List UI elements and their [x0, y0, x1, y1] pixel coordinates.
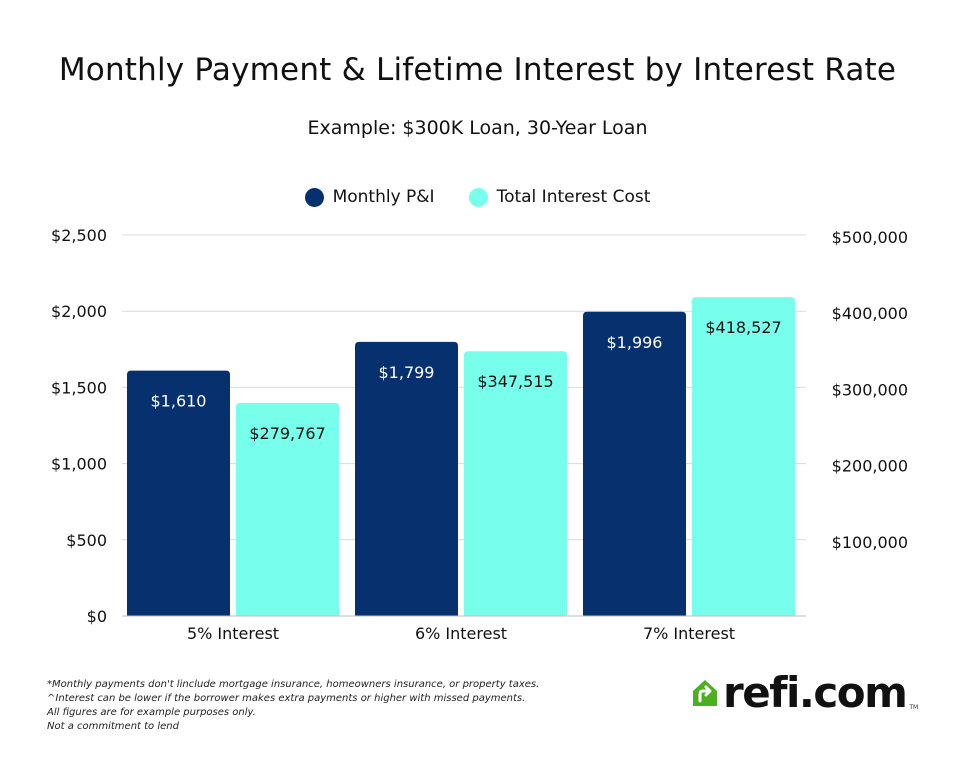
legend-item-monthly: Monthly P&I [304, 187, 435, 207]
bar-interest [236, 402, 339, 616]
bar-data-label: $1,610 [151, 392, 207, 411]
bar-data-label: $1,996 [607, 333, 663, 352]
bar-monthly [583, 311, 686, 616]
x-tick-label: 5% Interest [187, 624, 279, 643]
footnote-4: Not a commitment to lend [47, 721, 179, 732]
bar-data-label: $279,767 [249, 424, 325, 443]
legend-swatch-monthly [304, 187, 324, 207]
y-left-tick-label: $1,500 [51, 378, 107, 397]
y-left-tick-label: $2,500 [51, 226, 107, 245]
y-right-tick-label: $300,000 [832, 380, 908, 399]
footnote-2: ^Interest can be lower if the borrower m… [47, 693, 526, 704]
house-arrow-icon [693, 680, 717, 706]
y-right-tick-label: $200,000 [832, 457, 908, 476]
bar-interest [692, 297, 795, 616]
footnote-1: *Monthly payments don't linclude mortgag… [47, 679, 540, 690]
bar-chart: $0 $500 $1,000 $1,500 $2,000 $2,500 $100,000 $2… [51, 226, 908, 643]
y-left-tick-label: $1,000 [51, 455, 107, 474]
chart-subtitle: Example: $300K Loan, 30-Year Loan [307, 117, 648, 139]
legend-label-interest: Total Interest Cost [496, 187, 651, 207]
bar-monthly [355, 341, 458, 616]
bar-interest [464, 351, 567, 616]
bar-data-label: $347,515 [477, 372, 553, 391]
y-right-tick-label: $500,000 [832, 228, 908, 247]
y-left-tick-label: $2,000 [51, 302, 107, 321]
legend-item-interest: Total Interest Cost [468, 187, 651, 207]
brand-trademark: TM [909, 704, 919, 711]
legend: Monthly P&I Total Interest Cost [0, 187, 955, 207]
y-left-tick-label: $500 [66, 531, 107, 550]
brand-logo: refi.com TM [690, 672, 918, 714]
y-left-tick-label: $0 [87, 607, 107, 626]
bar-data-label: $418,527 [705, 318, 781, 337]
x-tick-label: 7% Interest [643, 624, 735, 643]
y-right-tick-label: $400,000 [832, 304, 908, 323]
bar-monthly [127, 370, 230, 616]
bar-data-label: $1,799 [379, 363, 435, 382]
footnotes: *Monthly payments don't linclude mortgag… [47, 678, 539, 734]
brand-name: refi.com [723, 668, 908, 717]
x-tick-label: 6% Interest [415, 624, 507, 643]
legend-label-monthly: Monthly P&I [332, 187, 435, 207]
legend-swatch-interest [468, 187, 488, 207]
footnote-3: All figures are for example purposes onl… [47, 707, 256, 718]
chart-title: Monthly Payment & Lifetime Interest by I… [58, 52, 897, 88]
y-right-tick-label: $100,000 [832, 533, 908, 552]
